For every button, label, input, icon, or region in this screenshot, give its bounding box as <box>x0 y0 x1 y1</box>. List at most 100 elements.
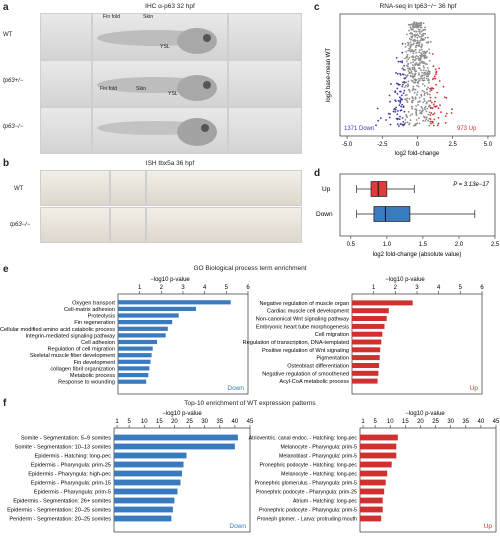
volcano-point <box>394 90 397 93</box>
volcano-point <box>423 66 425 69</box>
volcano-point <box>438 67 440 70</box>
bar-category-label: Pronephric podocyte - Pharyngula: prim-2… <box>256 490 357 496</box>
bar-category-label: Cellular modified amino acid catabolic p… <box>0 327 115 333</box>
volcano-point <box>427 100 430 102</box>
volcano-point <box>432 113 434 116</box>
volcano-point <box>420 26 423 29</box>
volcano-point <box>417 57 420 60</box>
bar <box>118 333 166 338</box>
panel-b-label: b <box>3 158 10 169</box>
panel-e-title: GO Biological process term enrichment <box>193 265 307 272</box>
bar-category-label: Proteolysis <box>88 314 116 320</box>
volcano-point <box>437 122 440 125</box>
bar-tick-label: 20 <box>417 419 424 425</box>
volcano-point <box>406 53 409 56</box>
volcano-point <box>427 86 429 89</box>
bar-category-label: Pronephric podocyte - Hatching: long-pec <box>260 463 358 469</box>
volcano-point <box>427 70 430 73</box>
volcano-point <box>413 79 416 81</box>
volcano-point <box>419 54 421 57</box>
volcano-point <box>395 57 398 59</box>
volcano-point <box>412 39 415 42</box>
volcano-point <box>426 50 429 53</box>
volcano-point <box>413 68 416 71</box>
bar-category-label: Metabolic process <box>70 373 115 379</box>
volcano-point <box>427 36 429 39</box>
volcano-point <box>407 111 410 113</box>
volcano-point <box>412 26 414 29</box>
volcano-point <box>434 106 437 108</box>
volcano-point <box>405 76 408 79</box>
volcano-point <box>411 55 413 58</box>
volcano-point <box>406 74 409 77</box>
bar-category-label: Cell migration <box>315 332 349 338</box>
volcano-point <box>425 88 428 90</box>
volcano-point <box>424 105 427 108</box>
volcano-point <box>407 88 410 91</box>
boxplot-cat-up: Up <box>322 186 331 193</box>
bar-category-label: Periderm - Segmentation: 20–25 somites <box>9 517 111 523</box>
volcano-point <box>407 44 409 47</box>
volcano-point <box>418 122 421 125</box>
volcano-point <box>411 33 414 35</box>
go-enrichment-chart: −log10 p-value −log10 p-value Oxygen tra… <box>0 277 484 395</box>
volcano-point <box>423 98 425 100</box>
volcano-point <box>401 103 403 106</box>
volcano-point <box>417 85 420 88</box>
volcano-point <box>417 44 420 47</box>
volcano-point <box>405 60 408 63</box>
bar <box>352 347 381 353</box>
volcano-point <box>395 117 398 120</box>
volcano-point <box>399 99 402 102</box>
volcano-point <box>451 108 453 111</box>
bar-category-label: Pronephric glomerulus - Pharyngula: prim… <box>255 481 358 487</box>
volcano-point <box>425 69 427 72</box>
volcano-point <box>400 97 402 100</box>
volcano-point <box>418 28 421 31</box>
volcano-point <box>445 97 448 99</box>
volcano-point <box>440 111 442 113</box>
volcano-point <box>403 89 406 92</box>
volcano-point <box>436 124 439 127</box>
panel-e-label: e <box>3 264 9 275</box>
panel-a-row-mut: tp63−/− <box>3 124 24 130</box>
bar-category-label: Proneph glomer. - Larva: protruding mout… <box>257 517 357 523</box>
volcano-point <box>406 116 408 118</box>
volcano-point <box>413 81 416 84</box>
volcano-point <box>416 93 418 96</box>
bar <box>114 497 175 504</box>
volcano-point <box>423 76 426 79</box>
wt-up-axis-title: −log10 p-value <box>405 411 445 417</box>
volcano-point <box>423 74 425 77</box>
volcano-point <box>427 41 430 44</box>
volcano-point <box>404 94 407 97</box>
volcano-point <box>411 96 414 99</box>
bar-tick-label: 1 <box>138 285 142 291</box>
volcano-point <box>417 64 420 66</box>
bar <box>360 461 392 468</box>
volcano-point <box>402 83 404 86</box>
volcano-point <box>415 58 418 60</box>
volcano-point <box>409 32 412 35</box>
bar <box>352 323 385 329</box>
bar-tick-label: 3 <box>181 285 185 291</box>
box-tick-label: 1.5 <box>419 242 428 248</box>
volcano-x-ticks: -5.0 -2.5 0 2.5 5.0 <box>342 136 493 148</box>
bar-tick-label: 40 <box>232 419 239 425</box>
wt-down-corner-label: Down <box>229 523 246 530</box>
volcano-point <box>427 113 430 116</box>
volcano-point <box>415 46 417 49</box>
bar-category-label: Epidermis - Pharyngula: high-pec <box>28 472 111 478</box>
box-iqr <box>370 181 388 197</box>
bar-category-label: Melanocyte - Hatching: long-pec <box>281 472 357 478</box>
volcano-point <box>415 25 418 28</box>
volcano-point <box>404 74 407 76</box>
volcano-point <box>399 60 402 63</box>
volcano-point <box>413 30 416 33</box>
volcano-point <box>395 82 398 85</box>
volcano-point <box>407 65 409 68</box>
bar <box>360 470 388 477</box>
volcano-point <box>407 49 410 52</box>
volcano-point <box>430 89 433 91</box>
bar-tick-label: 10 <box>141 419 148 425</box>
